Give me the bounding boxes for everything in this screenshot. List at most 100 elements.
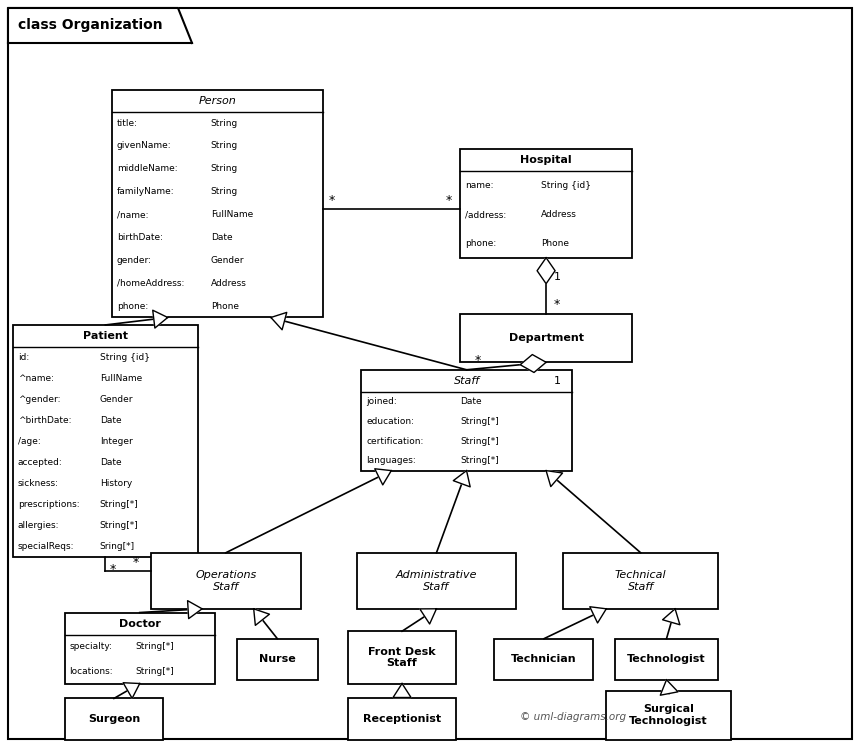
Polygon shape (453, 471, 470, 487)
Text: sickness:: sickness: (18, 479, 58, 488)
Polygon shape (393, 684, 411, 698)
Text: ^gender:: ^gender: (18, 395, 60, 404)
Text: Sring[*]: Sring[*] (100, 542, 135, 551)
Text: Date: Date (100, 416, 121, 425)
Bar (112, 90, 322, 317)
Text: id:: id: (18, 353, 29, 362)
Polygon shape (187, 601, 202, 619)
Text: /name:: /name: (117, 210, 148, 219)
Text: Date: Date (100, 458, 121, 467)
Text: String: String (211, 141, 238, 150)
Text: Doctor: Doctor (119, 619, 161, 628)
Text: Surgical
Technologist: Surgical Technologist (630, 704, 708, 726)
Text: /age:: /age: (18, 437, 40, 446)
Text: Technical
Staff: Technical Staff (615, 570, 666, 592)
Text: History: History (100, 479, 132, 488)
Polygon shape (8, 8, 192, 43)
Polygon shape (660, 680, 678, 695)
Text: Surgeon: Surgeon (88, 714, 140, 724)
Text: specialReqs:: specialReqs: (18, 542, 75, 551)
Text: *: * (109, 562, 115, 575)
Polygon shape (546, 471, 562, 486)
Text: Administrative
Staff: Administrative Staff (396, 570, 477, 592)
Text: allergies:: allergies: (18, 521, 59, 530)
Text: Gender: Gender (100, 395, 133, 404)
Polygon shape (271, 312, 286, 329)
Text: languages:: languages: (366, 456, 416, 465)
Bar (150, 553, 301, 609)
Text: String {id}: String {id} (100, 353, 150, 362)
Text: title:: title: (117, 119, 138, 128)
Text: String: String (211, 119, 238, 128)
Polygon shape (520, 355, 546, 373)
Bar (64, 698, 163, 740)
Bar (494, 639, 593, 680)
Text: Gender: Gender (211, 255, 244, 264)
Bar (615, 639, 718, 680)
Text: Department: Department (508, 333, 584, 343)
Text: String {id}: String {id} (541, 182, 591, 190)
Text: *: * (132, 557, 138, 569)
Text: Integer: Integer (100, 437, 132, 446)
Text: middleName:: middleName: (117, 164, 177, 173)
Text: Patient: Patient (83, 331, 128, 341)
Text: ^birthDate:: ^birthDate: (18, 416, 71, 425)
Text: Phone: Phone (541, 239, 569, 248)
Polygon shape (375, 469, 391, 485)
Text: Person: Person (199, 96, 236, 105)
Polygon shape (590, 607, 606, 623)
Text: Receptionist: Receptionist (363, 714, 441, 724)
Text: Date: Date (460, 397, 482, 406)
Text: familyName:: familyName: (117, 187, 175, 196)
Bar (348, 698, 456, 740)
Text: Staff: Staff (453, 376, 480, 385)
Bar (361, 370, 572, 471)
Text: Hospital: Hospital (520, 155, 572, 165)
Polygon shape (538, 258, 555, 284)
Text: phone:: phone: (117, 302, 148, 311)
Text: 1: 1 (554, 376, 561, 386)
Text: locations:: locations: (70, 667, 114, 676)
Bar (64, 613, 215, 684)
Text: FullName: FullName (211, 210, 253, 219)
Text: Address: Address (211, 279, 247, 288)
Text: Technician: Technician (511, 654, 577, 664)
Text: education:: education: (366, 417, 415, 426)
Text: String[*]: String[*] (460, 456, 499, 465)
Text: *: * (475, 354, 481, 367)
Text: /homeAddress:: /homeAddress: (117, 279, 184, 288)
Bar (460, 314, 632, 362)
Bar (606, 691, 731, 740)
Polygon shape (420, 609, 436, 624)
Text: Nurse: Nurse (259, 654, 296, 664)
Text: String[*]: String[*] (135, 642, 174, 651)
Text: *: * (446, 194, 452, 207)
Bar (348, 631, 456, 684)
Text: String[*]: String[*] (100, 500, 138, 509)
Text: String[*]: String[*] (460, 436, 499, 445)
Text: class Organization: class Organization (18, 19, 163, 33)
Bar (13, 325, 198, 557)
Text: String: String (211, 164, 238, 173)
Polygon shape (123, 683, 139, 698)
Text: name:: name: (465, 182, 494, 190)
Text: String[*]: String[*] (460, 417, 499, 426)
Text: String[*]: String[*] (135, 667, 174, 676)
Text: String[*]: String[*] (100, 521, 138, 530)
Polygon shape (254, 609, 269, 625)
Text: *: * (329, 194, 335, 207)
Bar (357, 553, 516, 609)
Polygon shape (662, 609, 680, 624)
Text: accepted:: accepted: (18, 458, 63, 467)
Text: Technologist: Technologist (627, 654, 706, 664)
Text: © uml-diagrams.org: © uml-diagrams.org (520, 712, 626, 722)
Text: prescriptions:: prescriptions: (18, 500, 79, 509)
Text: phone:: phone: (465, 239, 496, 248)
Text: 1: 1 (554, 272, 561, 282)
Text: birthDate:: birthDate: (117, 233, 163, 242)
Text: /address:: /address: (465, 210, 507, 219)
Text: givenName:: givenName: (117, 141, 171, 150)
Text: Operations
Staff: Operations Staff (195, 570, 256, 592)
Text: Address: Address (541, 210, 577, 219)
Bar (460, 149, 632, 258)
